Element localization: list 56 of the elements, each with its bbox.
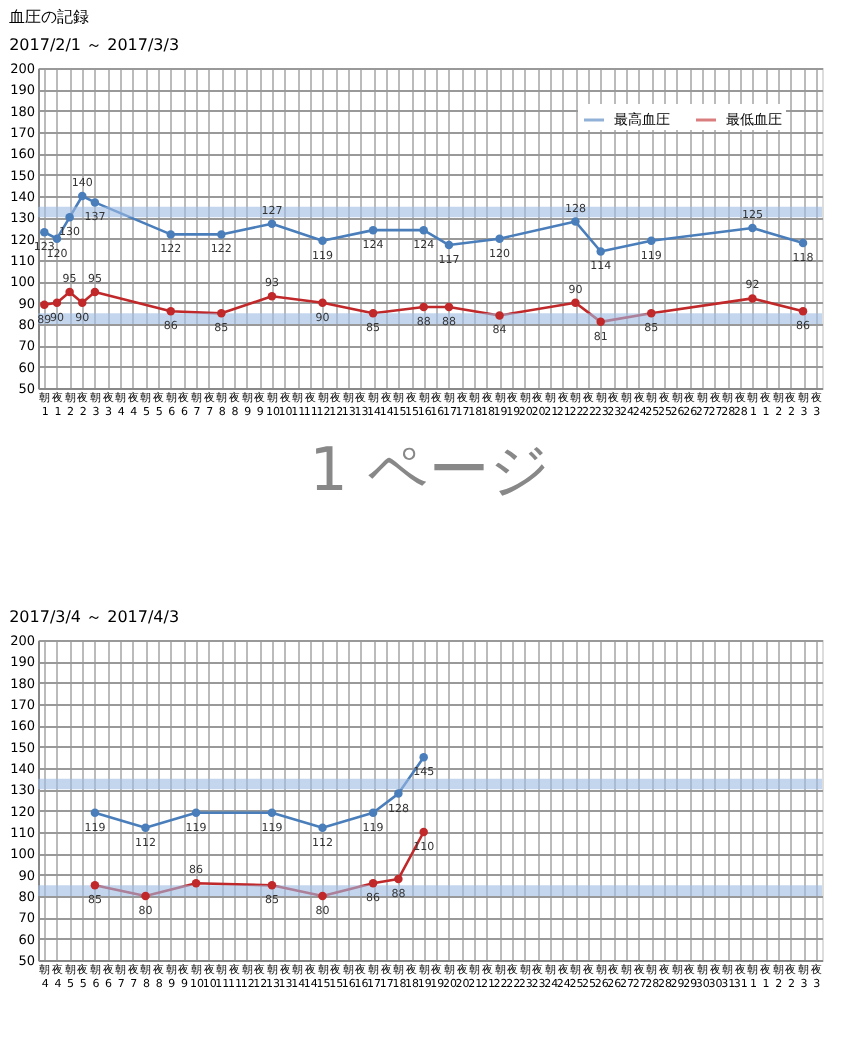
point — [65, 213, 74, 222]
point — [798, 306, 808, 316]
point — [368, 225, 378, 235]
point — [90, 881, 100, 890]
point — [267, 219, 277, 228]
point — [78, 298, 87, 307]
point — [419, 225, 428, 235]
chart-subtitle: 2017/3/4 ～ 2017/4/3 — [9, 608, 180, 626]
point — [419, 827, 428, 837]
point — [166, 230, 176, 239]
point — [65, 287, 74, 297]
point — [444, 302, 454, 312]
point — [141, 891, 150, 901]
point — [267, 881, 277, 890]
point — [90, 808, 100, 818]
point — [318, 823, 327, 832]
point — [40, 228, 49, 237]
point — [78, 191, 87, 201]
point — [368, 878, 378, 888]
point — [394, 874, 403, 884]
point — [748, 223, 757, 233]
point — [419, 302, 428, 312]
chart-title: 血圧の記録 — [9, 8, 90, 26]
point — [40, 300, 49, 310]
point — [571, 217, 580, 226]
point — [52, 298, 62, 307]
point — [166, 306, 176, 316]
point — [318, 298, 327, 307]
point — [798, 238, 808, 248]
point — [217, 309, 226, 318]
point — [571, 298, 580, 307]
chart-subtitle: 2017/2/1 ～ 2017/3/3 — [9, 36, 180, 54]
point — [444, 240, 454, 250]
point — [748, 294, 757, 303]
point — [191, 808, 201, 818]
point — [267, 292, 277, 301]
point — [596, 317, 605, 327]
point — [495, 311, 504, 320]
point — [318, 891, 327, 901]
point — [90, 287, 100, 297]
point — [394, 789, 403, 798]
point — [647, 236, 656, 246]
point — [368, 808, 378, 818]
point — [495, 234, 504, 243]
point — [647, 309, 656, 318]
point — [267, 808, 277, 818]
point — [141, 823, 150, 832]
point — [368, 309, 378, 318]
text: 1 ページ — [309, 436, 551, 506]
point — [191, 878, 201, 888]
point — [318, 236, 327, 246]
point — [90, 198, 100, 207]
point — [596, 247, 605, 256]
point — [217, 230, 226, 239]
point — [419, 753, 428, 762]
point — [52, 234, 62, 243]
